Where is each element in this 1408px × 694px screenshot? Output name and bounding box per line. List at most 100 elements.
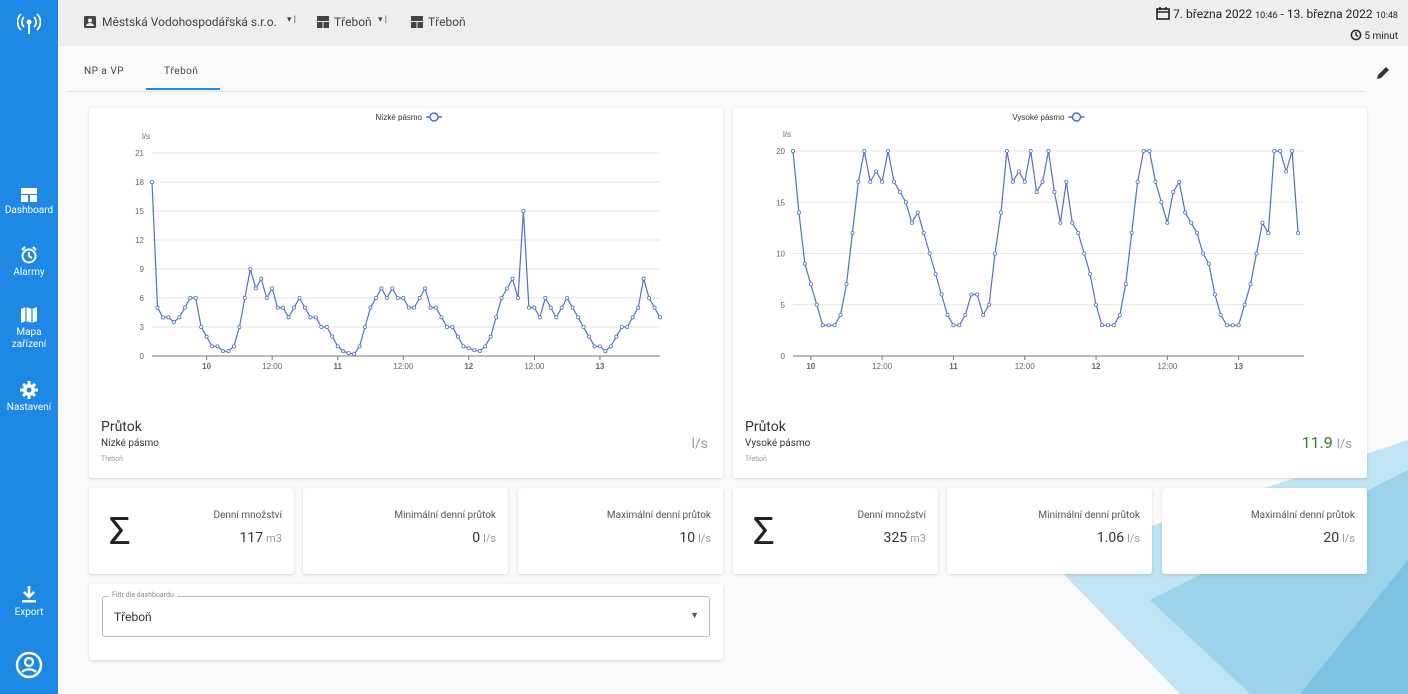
value: 20 — [1323, 530, 1340, 546]
data-point — [1147, 149, 1152, 154]
data-point — [292, 305, 297, 310]
x-tick-label: 12:00 — [872, 362, 893, 371]
data-point — [341, 349, 346, 354]
x-tick-label: 12:00 — [1157, 362, 1178, 371]
x-tick-label: 12:00 — [262, 362, 283, 371]
nav-dashboard[interactable]: Dashboard — [0, 188, 58, 217]
data-point — [390, 286, 395, 291]
data-point — [957, 323, 962, 328]
data-point — [384, 295, 389, 300]
x-tick-label: 11 — [333, 362, 342, 371]
series-line — [792, 150, 1299, 326]
filter-value: Třeboň — [114, 610, 152, 624]
nav-label: Alarmy — [13, 267, 45, 278]
data-point — [1141, 149, 1146, 154]
x-tick-label: 10 — [806, 362, 815, 371]
data-point — [939, 292, 944, 297]
data-point — [1248, 282, 1253, 287]
data-point — [1123, 282, 1128, 287]
data-point — [401, 295, 406, 300]
data-point — [1284, 169, 1289, 174]
data-point — [253, 286, 258, 291]
account-icon[interactable] — [15, 651, 43, 679]
icon — [21, 188, 37, 202]
data-point — [455, 334, 460, 339]
data-point — [565, 295, 570, 300]
data-point — [802, 261, 807, 266]
company-icon — [84, 16, 96, 28]
data-point — [1296, 231, 1301, 236]
y-tick-label: 0 — [781, 352, 786, 361]
data-point — [993, 251, 998, 256]
stat-card: Minimální denní průtok 1.06 l/s — [947, 488, 1152, 574]
panel-location: Třeboň — [101, 455, 123, 463]
stat-value: 325 m3 — [884, 530, 926, 546]
data-point — [1254, 251, 1259, 256]
data-point — [188, 295, 193, 300]
x-tick-label: 13 — [1234, 362, 1243, 371]
data-point — [346, 351, 351, 356]
data-point — [237, 324, 242, 329]
data-point — [927, 251, 932, 256]
icon — [22, 586, 36, 603]
to-time: 10:48 — [1375, 11, 1398, 21]
y-tick-label: 15 — [135, 207, 144, 216]
data-point — [586, 334, 591, 339]
data-point — [880, 179, 885, 184]
x-tick-label: 10 — [202, 362, 211, 371]
data-point — [1266, 231, 1271, 236]
data-point — [981, 312, 986, 317]
data-point — [796, 210, 801, 215]
data-point — [1022, 179, 1027, 184]
stat-label: Denní množství — [213, 510, 283, 521]
data-point — [1004, 149, 1009, 154]
company[interactable]: Městská Vodohospodářská s.r.o. — [102, 15, 277, 29]
stat-card: Maximální denní průtok 20 l/s — [1162, 488, 1367, 574]
data-point — [1212, 292, 1217, 297]
crumb[interactable]: Třeboň — [428, 15, 466, 29]
tab[interactable]: Třeboň — [164, 66, 199, 77]
data-point — [488, 334, 493, 339]
data-point — [658, 315, 663, 320]
data-point — [499, 295, 504, 300]
crumb[interactable]: Třeboň — [334, 15, 372, 29]
tab[interactable]: NP a VP — [84, 66, 125, 77]
x-tick-label: 12:00 — [1015, 362, 1036, 371]
nav-alarms[interactable]: Alarmy — [0, 246, 58, 279]
nav-label: Mapa zařízení — [11, 327, 47, 350]
nav-map[interactable]: Mapa zařízení — [0, 306, 58, 351]
nav-settings[interactable]: Nastavení — [0, 381, 58, 414]
data-point — [177, 315, 182, 320]
nav-export[interactable]: Export — [0, 586, 58, 619]
data-point — [444, 324, 449, 329]
data-point — [614, 334, 619, 339]
unit: m3 — [266, 532, 282, 545]
filter-select[interactable]: Filtr dle dashboardu Třeboň ▼ — [102, 591, 710, 637]
range-separator: - — [1280, 7, 1284, 21]
legend-label: Nízké pásmo — [375, 113, 422, 122]
stat-label: Maximální denní průtok — [1250, 510, 1355, 521]
data-point — [921, 231, 926, 236]
data-point — [155, 305, 160, 310]
data-point — [597, 344, 602, 349]
panel-title: Průtok — [745, 419, 786, 435]
data-point — [1117, 312, 1122, 317]
data-point — [856, 179, 861, 184]
nav-label: Dashboard — [4, 205, 54, 216]
data-point — [1088, 271, 1093, 276]
refresh[interactable]: 5 minut — [1350, 29, 1398, 42]
data-point — [1028, 149, 1033, 154]
data-point — [987, 302, 992, 307]
data-point — [450, 324, 455, 329]
data-point — [838, 312, 843, 317]
data-point — [357, 344, 362, 349]
edit-icon[interactable] — [1376, 66, 1390, 80]
date-range[interactable]: 7. března 2022 10:46 - 13. března 2022 1… — [1156, 7, 1398, 21]
stat-label: Minimální denní průtok — [394, 510, 496, 521]
y-tick-label: 3 — [140, 323, 145, 332]
data-point — [373, 295, 378, 300]
data-point — [1171, 190, 1176, 195]
data-point — [439, 315, 444, 320]
stat-value: 20 l/s — [1323, 530, 1355, 546]
data-point — [903, 200, 908, 205]
